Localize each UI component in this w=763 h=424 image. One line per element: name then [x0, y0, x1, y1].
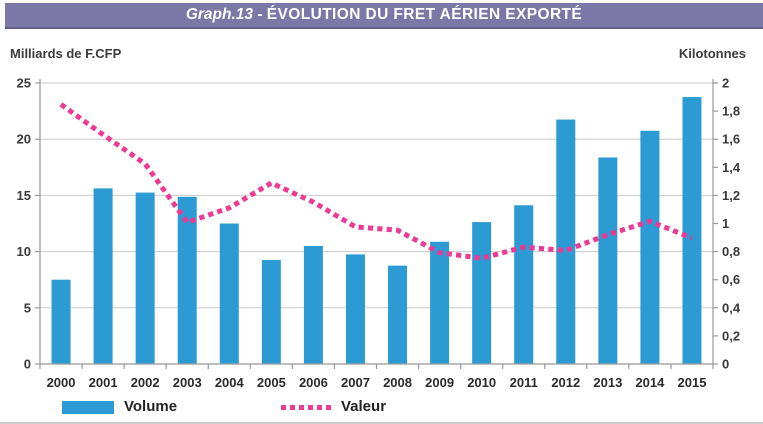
page-bottom-rule	[0, 422, 763, 424]
left-axis-tick-label: 0	[24, 357, 31, 372]
chart-title-bar: Graph.13 - ÉVOLUTION DU FRET AÉRIEN EXPO…	[5, 3, 763, 29]
x-axis-year-label: 2011	[510, 375, 538, 390]
volume-bar-2005	[261, 260, 281, 364]
right-axis-tick-label: 0,4	[722, 300, 741, 315]
right-axis-tick-label: 0,6	[722, 272, 740, 287]
right-axis-tick-label: 1	[722, 216, 729, 231]
volume-bar-2014	[640, 130, 660, 364]
x-axis-year-label: 2015	[678, 375, 707, 390]
x-axis-year-label: 2005	[257, 375, 286, 390]
volume-bar-2011	[514, 205, 534, 364]
valeur-dotted-line	[59, 102, 693, 261]
left-axis-tick-label: 5	[24, 300, 31, 315]
volume-bar-2008	[388, 265, 408, 364]
volume-bar-2007	[345, 254, 365, 364]
right-axis-tick-label: 1,8	[722, 104, 740, 119]
legend-volume-label: Volume	[124, 398, 178, 415]
x-axis-year-label: 2012	[551, 375, 580, 390]
x-axis-year-label: 2013	[593, 375, 622, 390]
volume-bar-2000	[51, 279, 71, 364]
x-axis-year-label: 2008	[383, 375, 412, 390]
volume-bar-2015	[682, 97, 702, 365]
x-axis-year-label: 2007	[341, 375, 370, 390]
x-axis-year-label: 2009	[425, 375, 454, 390]
right-axis-tick-label: 1,6	[722, 132, 740, 147]
x-axis-year-label: 2001	[89, 375, 118, 390]
x-axis-year-label: 2014	[635, 375, 665, 390]
volume-bar-2006	[303, 245, 323, 364]
right-axis-unit-label: Kilotonnes	[678, 46, 746, 61]
x-axis-year-label: 2003	[173, 375, 202, 390]
x-axis-year-label: 2000	[47, 375, 76, 390]
chart-legend: Volume Valeur	[0, 396, 763, 418]
volume-bar-2001	[93, 188, 113, 364]
x-axis-year-label: 2006	[299, 375, 328, 390]
chart-title-text: ÉVOLUTION DU FRET AÉRIEN EXPORTÉ	[266, 6, 583, 23]
legend-valeur-swatch	[281, 405, 334, 410]
right-axis-tick-label: 2	[722, 76, 729, 91]
right-axis-tick-label: 0	[722, 357, 729, 372]
right-axis-tick-label: 1,2	[722, 188, 740, 203]
right-axis-tick-label: 0,8	[722, 244, 740, 259]
left-axis-tick-label: 10	[17, 244, 31, 259]
volume-bar-2010	[472, 222, 492, 364]
volume-bar-2003	[177, 196, 197, 364]
left-axis-tick-label: 20	[17, 132, 31, 147]
chart-title-prefix: Graph.13	[185, 6, 254, 23]
legend-volume-swatch	[62, 401, 114, 414]
volume-bar-2013	[598, 157, 618, 364]
chart-title-separator: -	[253, 6, 267, 23]
x-axis-year-label: 2002	[131, 375, 160, 390]
volume-bar-2004	[219, 223, 239, 364]
right-axis-tick-label: 1,4	[722, 160, 741, 175]
x-axis-year-label: 2010	[467, 375, 496, 390]
left-axis-tick-label: 15	[17, 188, 31, 203]
volume-bar-2012	[556, 119, 576, 364]
x-axis-year-label: 2004	[215, 375, 245, 390]
right-axis-tick-label: 0,2	[722, 328, 740, 343]
left-axis-unit-label: Milliards de F.CFP	[10, 46, 122, 61]
legend-valeur-label: Valeur	[341, 398, 387, 415]
volume-bar-2009	[430, 241, 450, 364]
left-axis-tick-label: 25	[17, 76, 31, 91]
volume-bar-2002	[135, 192, 155, 364]
